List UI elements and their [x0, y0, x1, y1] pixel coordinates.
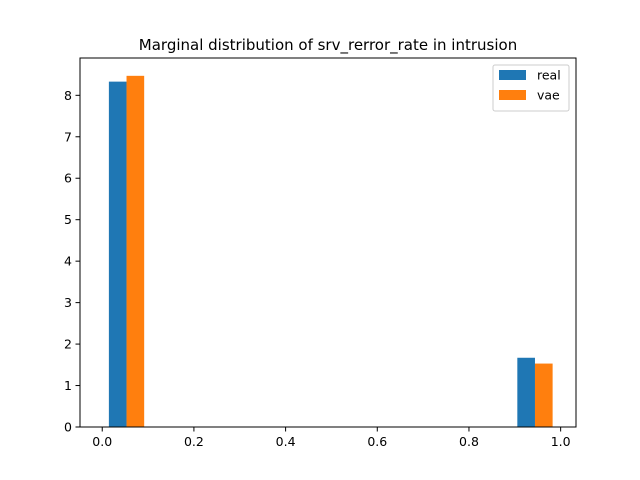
- x-axis-ticks: 0.0 0.2 0.4 0.6 0.8 1.0: [92, 427, 571, 449]
- y-tick-label: 7: [64, 129, 72, 144]
- legend-swatch-vae: [499, 90, 526, 100]
- bars-layer: [108, 75, 553, 428]
- chart-title: Marginal distribution of srv_rerror_rate…: [139, 36, 517, 55]
- x-tick-label: 0.0: [92, 434, 112, 449]
- x-tick-label: 0.4: [276, 434, 296, 449]
- legend: real vae: [492, 64, 570, 112]
- x-tick-label: 0.2: [184, 434, 204, 449]
- y-tick-label: 3: [64, 295, 72, 310]
- bar-real-0: [108, 81, 127, 428]
- legend-swatch-real: [499, 70, 526, 80]
- x-tick-label: 0.6: [367, 434, 387, 449]
- x-tick-label: 1.0: [551, 434, 571, 449]
- bar-real-1: [517, 357, 535, 427]
- plot-frame: [79, 57, 577, 428]
- legend-label-vae: vae: [537, 88, 560, 103]
- y-tick-label: 6: [64, 171, 72, 186]
- y-tick-label: 8: [64, 88, 72, 103]
- y-tick-label: 0: [64, 420, 72, 435]
- bar-vae-0: [126, 75, 145, 427]
- y-tick-label: 2: [64, 337, 72, 352]
- y-tick-label: 4: [64, 254, 72, 269]
- bar-vae-1: [534, 363, 553, 427]
- legend-label-real: real: [537, 68, 561, 83]
- y-tick-label: 1: [64, 378, 72, 393]
- x-tick-label: 0.8: [459, 434, 479, 449]
- y-tick-label: 5: [64, 212, 72, 227]
- y-axis-ticks: 0 1 2 3 4 5 6 7 8: [64, 88, 80, 435]
